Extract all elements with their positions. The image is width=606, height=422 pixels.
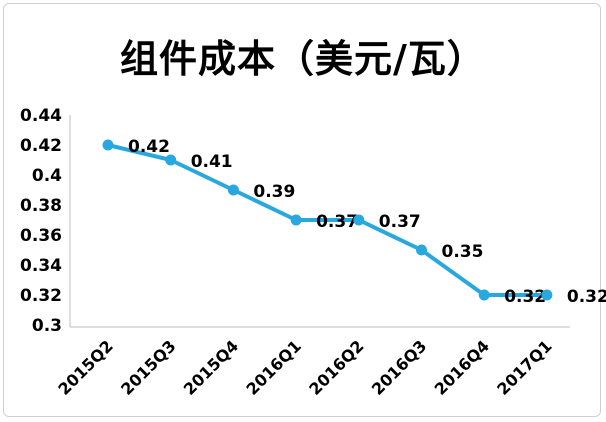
data-label: 0.39 bbox=[253, 182, 295, 202]
data-point bbox=[102, 139, 114, 151]
series-line bbox=[107, 143, 547, 297]
chart-frame bbox=[3, 3, 601, 417]
data-point bbox=[165, 154, 177, 166]
x-tick-label: 2015Q2 bbox=[54, 336, 116, 398]
x-tick-label: 2015Q3 bbox=[117, 336, 179, 398]
y-tick-label: 0.32 bbox=[20, 286, 62, 306]
data-label: 0.37 bbox=[316, 212, 358, 232]
chart-title: 组件成本（美元/瓦） bbox=[120, 37, 486, 81]
data-label: 0.37 bbox=[379, 212, 421, 232]
x-tick-label: 2017Q1 bbox=[493, 336, 555, 398]
y-tick-label: 0.4 bbox=[32, 166, 62, 186]
data-label: 0.42 bbox=[128, 137, 170, 157]
y-tick-label: 0.34 bbox=[20, 256, 62, 276]
data-point bbox=[290, 214, 302, 226]
data-point bbox=[541, 289, 553, 301]
y-tick-label: 0.38 bbox=[20, 196, 62, 216]
y-tick-label: 0.3 bbox=[32, 316, 62, 336]
x-tick-label: 2015Q4 bbox=[180, 336, 242, 398]
data-label: 0.41 bbox=[191, 152, 233, 172]
data-label: 0.32 bbox=[504, 287, 546, 307]
x-tick-label: 2016Q4 bbox=[431, 336, 493, 398]
data-point bbox=[416, 244, 427, 256]
x-tick-label: 2016Q1 bbox=[243, 336, 305, 398]
x-tick-label: 2016Q2 bbox=[305, 336, 367, 398]
data-point bbox=[353, 214, 365, 226]
data-point bbox=[478, 289, 490, 301]
x-tick-label: 2016Q3 bbox=[368, 336, 430, 398]
data-point bbox=[227, 184, 239, 196]
y-tick-label: 0.42 bbox=[20, 136, 62, 156]
data-label: 0.32 bbox=[567, 287, 606, 307]
y-tick-label: 0.36 bbox=[20, 226, 62, 246]
data-label: 0.35 bbox=[442, 242, 484, 262]
y-tick-label: 0.44 bbox=[20, 106, 62, 126]
